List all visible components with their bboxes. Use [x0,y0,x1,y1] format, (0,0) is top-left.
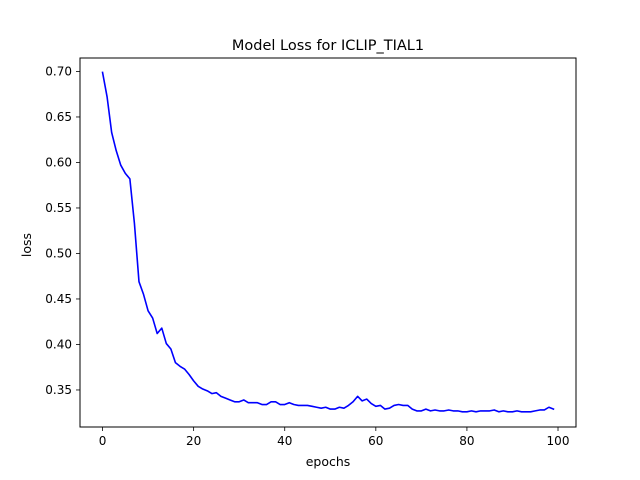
plot-frame [79,57,577,428]
y-tick-label-7: 0.70 [45,64,72,78]
x-tick-label-0: 0 [99,434,107,448]
y-tick-label-0: 0.35 [45,383,72,397]
x-ticks: 0 20 40 60 80 100 [99,427,570,448]
y-ticks: 0.35 0.40 0.45 0.50 0.55 0.60 0.65 0.70 [45,64,80,397]
x-tick-label-5: 100 [547,434,570,448]
x-tick-label-4: 80 [459,434,474,448]
x-tick-label-1: 20 [186,434,201,448]
y-tick-label-6: 0.65 [45,110,72,124]
y-tick-label-2: 0.45 [45,292,72,306]
y-tick-label-1: 0.40 [45,337,72,351]
chart-title: Model Loss for ICLIP_TIAL1 [232,38,424,54]
x-tick-label-3: 60 [368,434,383,448]
y-tick-label-5: 0.60 [45,155,72,169]
x-axis-label: epochs [306,454,351,469]
y-axis-label: loss [19,233,34,257]
y-tick-label-3: 0.50 [45,246,72,260]
x-tick-label-2: 40 [277,434,292,448]
series-line-0 [101,71,555,413]
plot-layer [101,71,555,413]
y-tick-label-4: 0.55 [45,201,72,215]
